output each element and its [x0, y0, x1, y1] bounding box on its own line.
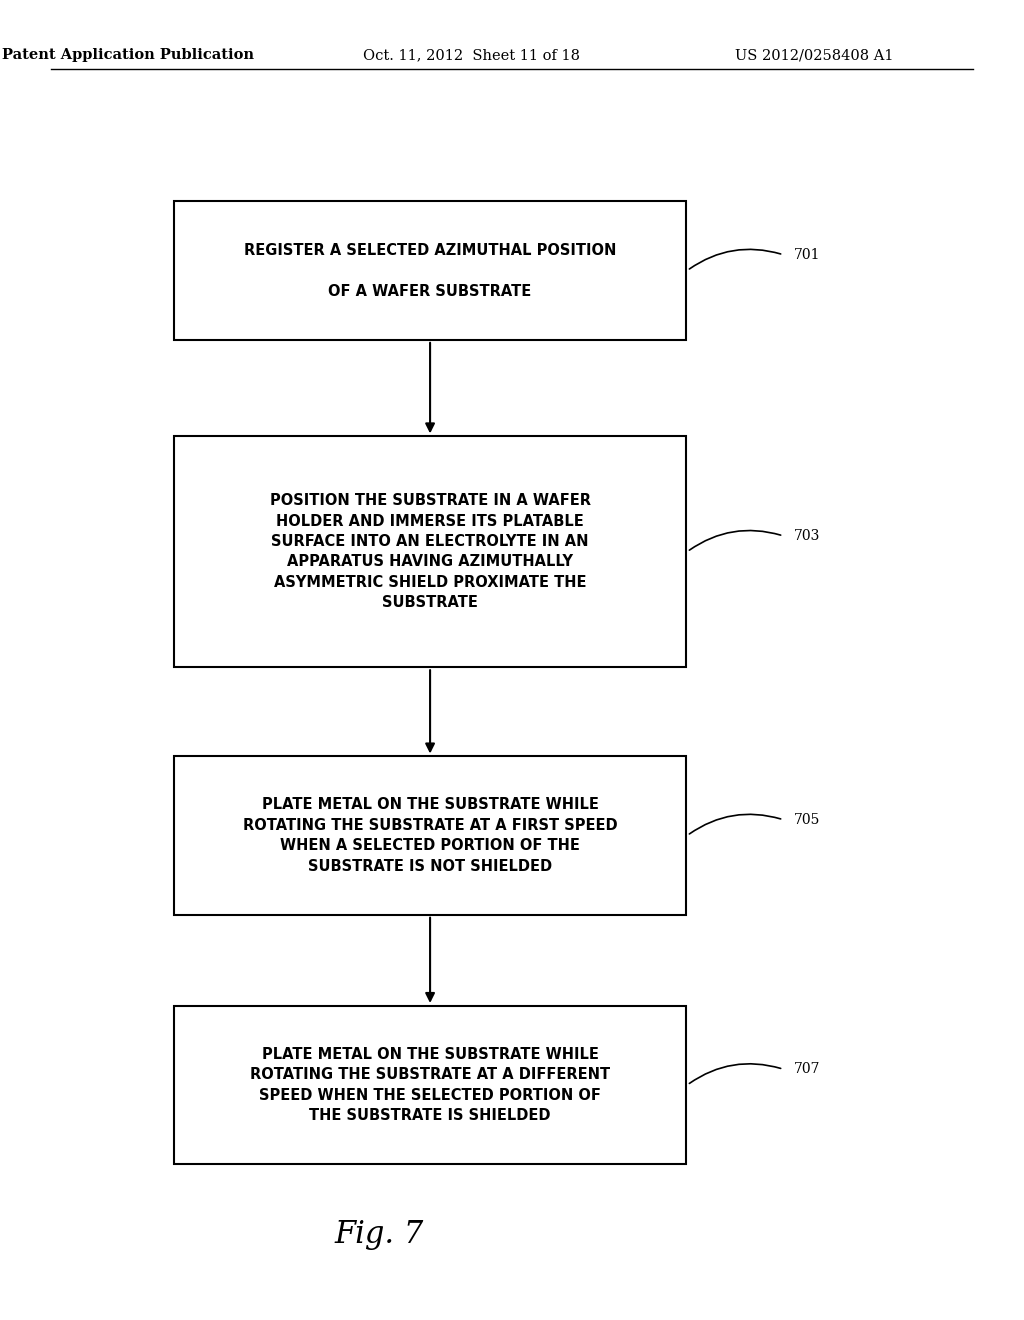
Text: REGISTER A SELECTED AZIMUTHAL POSITION

OF A WAFER SUBSTRATE: REGISTER A SELECTED AZIMUTHAL POSITION O… [244, 243, 616, 298]
Bar [174, 1006, 686, 1164]
Text: POSITION THE SUBSTRATE IN A WAFER
HOLDER AND IMMERSE ITS PLATABLE
SURFACE INTO A: POSITION THE SUBSTRATE IN A WAFER HOLDER… [269, 494, 591, 610]
Text: 701: 701 [794, 248, 820, 261]
Text: 707: 707 [794, 1063, 820, 1076]
Text: PLATE METAL ON THE SUBSTRATE WHILE
ROTATING THE SUBSTRATE AT A FIRST SPEED
WHEN : PLATE METAL ON THE SUBSTRATE WHILE ROTAT… [243, 797, 617, 874]
Text: 705: 705 [794, 813, 820, 826]
Text: US 2012/0258408 A1: US 2012/0258408 A1 [735, 49, 893, 62]
Text: Patent Application Publication: Patent Application Publication [2, 49, 254, 62]
Text: Fig. 7: Fig. 7 [334, 1218, 424, 1250]
Bar [174, 201, 686, 339]
Text: PLATE METAL ON THE SUBSTRATE WHILE
ROTATING THE SUBSTRATE AT A DIFFERENT
SPEED W: PLATE METAL ON THE SUBSTRATE WHILE ROTAT… [250, 1047, 610, 1123]
Bar [174, 756, 686, 915]
Bar [174, 436, 686, 668]
Text: Oct. 11, 2012  Sheet 11 of 18: Oct. 11, 2012 Sheet 11 of 18 [362, 49, 580, 62]
Text: 703: 703 [794, 529, 820, 543]
